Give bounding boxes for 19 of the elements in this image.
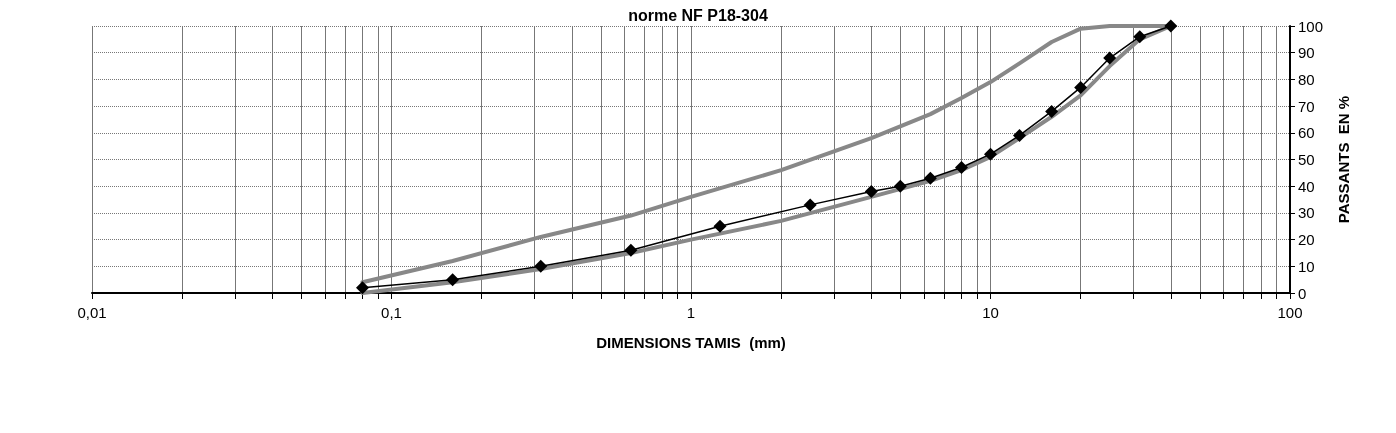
y-tick-label: 10 xyxy=(1298,257,1315,275)
y-tick-label: 20 xyxy=(1298,231,1315,249)
x-tick-label: 100 xyxy=(1277,304,1303,321)
x-axis-title: DIMENSIONS TAMIS (mm) xyxy=(596,334,786,351)
y-tick-label: 0 xyxy=(1298,284,1307,302)
y-tick-label: 30 xyxy=(1298,204,1315,222)
y-tick-label: 80 xyxy=(1298,70,1315,88)
y-tick-label: 60 xyxy=(1298,124,1315,142)
y-axis-title: PASSANTS EN % xyxy=(1335,95,1352,224)
chart-title: norme NF P18-304 xyxy=(628,6,768,24)
y-tick-label: 100 xyxy=(1298,17,1324,35)
y-tick-label: 90 xyxy=(1298,44,1315,62)
y-tick-label: 70 xyxy=(1298,97,1315,115)
y-tick-label: 50 xyxy=(1298,151,1315,168)
x-tick-label: 10 xyxy=(982,304,999,321)
y-tick-label: 40 xyxy=(1298,177,1315,195)
x-tick-label: 1 xyxy=(686,304,696,321)
x-tick-label: 0,1 xyxy=(381,304,402,321)
x-tick-label: 0,01 xyxy=(77,304,107,321)
